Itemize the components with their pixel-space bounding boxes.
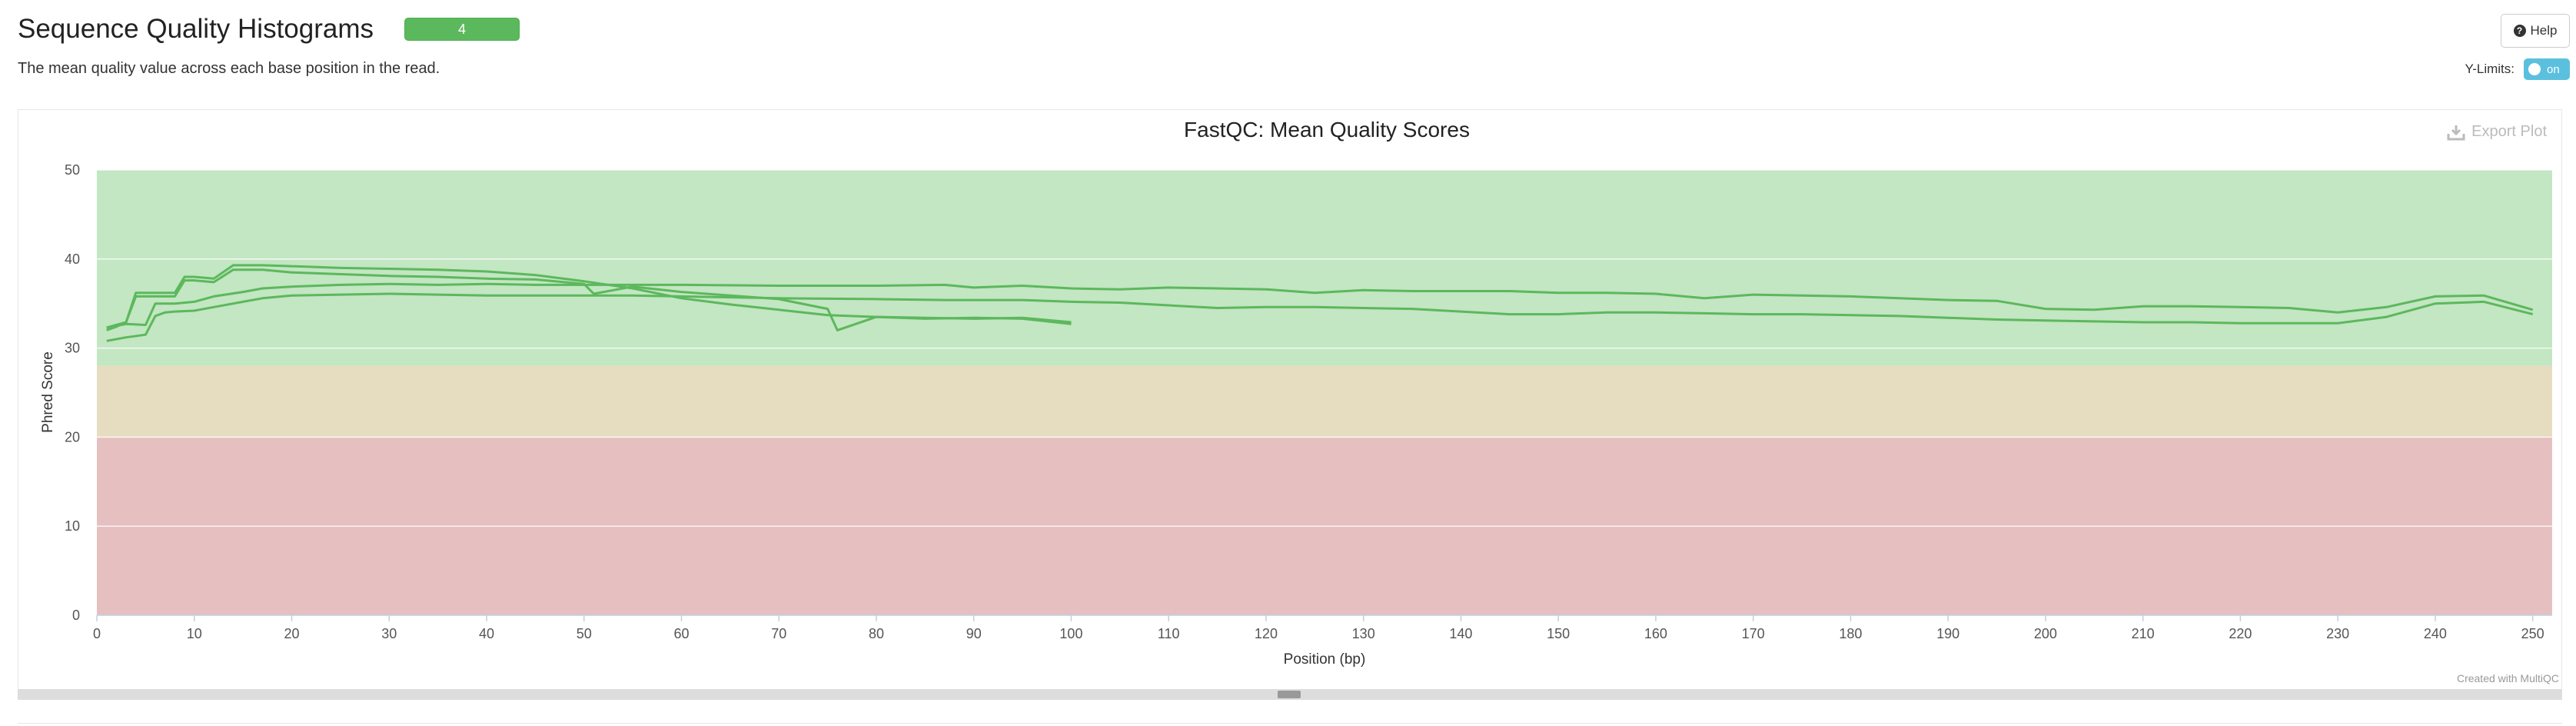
x-tick-label: 130	[1352, 626, 1375, 641]
x-tick-label: 50	[577, 626, 592, 641]
ylimits-label: Y-Limits:	[2465, 62, 2515, 76]
x-tick-label: 170	[1742, 626, 1765, 641]
x-tick-label: 220	[2229, 626, 2252, 641]
help-button[interactable]: ? Help	[2501, 14, 2570, 48]
title-row: Sequence Quality Histograms 4	[18, 14, 520, 45]
multiqc-credit: Created with MultiQC	[2456, 672, 2559, 684]
x-tick-label: 110	[1158, 626, 1180, 641]
y-tick-label: 0	[72, 608, 80, 623]
download-icon	[2447, 125, 2465, 140]
help-label: Help	[2530, 23, 2558, 38]
x-tick-label: 90	[966, 626, 982, 641]
y-tick-label: 40	[65, 251, 80, 267]
status-badge[interactable]: 4	[404, 18, 520, 41]
x-tick-label: 190	[1936, 626, 1959, 641]
x-tick-label: 160	[1644, 626, 1667, 641]
x-tick-label: 0	[93, 626, 101, 641]
band-good	[97, 170, 2552, 366]
page-title: Sequence Quality Histograms	[18, 14, 374, 44]
chart-title: FastQC: Mean Quality Scores	[1184, 118, 1470, 142]
band-warn	[97, 365, 2552, 438]
x-tick-label: 140	[1449, 626, 1472, 641]
y-tick-label: 20	[65, 429, 80, 445]
x-tick-label: 200	[2034, 626, 2057, 641]
y-tick-label: 10	[65, 518, 80, 534]
question-circle-icon: ?	[2513, 25, 2526, 37]
resize-handle[interactable]	[1278, 691, 1301, 698]
x-tick-label: 250	[2521, 626, 2544, 641]
x-axis-label: Position (bp)	[1284, 651, 1366, 668]
export-plot-button[interactable]: Export Plot	[2447, 123, 2547, 141]
x-tick-label: 230	[2326, 626, 2349, 641]
series-line-3	[106, 282, 2534, 329]
ylimits-toggle-label: on	[2547, 62, 2560, 76]
toggle-knob	[2528, 63, 2541, 75]
section-description: The mean quality value across each base …	[18, 60, 440, 77]
x-tick-label: 70	[771, 626, 786, 641]
y-tick-label: 30	[65, 341, 80, 356]
x-tick-label: 10	[187, 626, 202, 641]
x-tick-label: 60	[673, 626, 689, 641]
x-tick-label: 20	[284, 626, 299, 641]
x-tick-label: 180	[1839, 626, 1862, 641]
x-tick-label: 210	[2132, 626, 2155, 641]
x-tick-label: 80	[869, 626, 884, 641]
y-tick-label: 50	[65, 162, 80, 178]
x-tick-label: 100	[1059, 626, 1082, 641]
series-line-2	[106, 268, 1072, 331]
x-tick-label: 40	[479, 626, 494, 641]
x-tick-label: 120	[1255, 626, 1278, 641]
x-tick-label: 30	[381, 626, 397, 641]
ylimits-toggle[interactable]: on	[2524, 58, 2570, 80]
section-divider	[18, 723, 2562, 724]
export-plot-label: Export Plot	[2471, 123, 2547, 140]
series-line-4	[106, 292, 2534, 342]
series-line-1	[106, 264, 1072, 329]
x-tick-label: 240	[2424, 626, 2447, 641]
ylimits-control: Y-Limits: on	[2465, 58, 2570, 80]
y-axis-label: Phred Score	[40, 351, 56, 433]
x-tick-label: 150	[1547, 626, 1570, 641]
